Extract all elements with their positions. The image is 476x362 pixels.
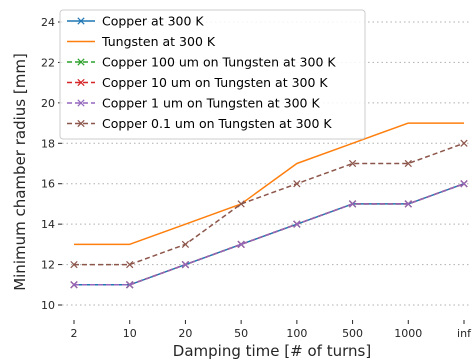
y-tick-label: 14 (41, 218, 55, 231)
legend: Copper at 300 K Tungsten at 300 K Copper 1… (59, 9, 366, 140)
legend-label: Copper 1 um on Tungsten at 300 K (102, 96, 320, 111)
y-tick-label: 20 (41, 97, 55, 110)
series-tungsten-at-300-k (74, 122, 464, 246)
legend-copper-at-300-k-point (77, 17, 85, 25)
copper-1-um-on-tungsten-at-300-k-point (237, 240, 245, 248)
axes: 10 12 14 16 18 20 22 24 2 10 20 50 100 500 1000 inf (41, 16, 472, 340)
legend-item-copper-0-1-um-on-tungsten-at-300-k: Copper 0.1 um on Tungsten at 300 K (67, 116, 332, 131)
legend-label: Tungsten at 300 K (101, 34, 216, 49)
legend-label: Copper 100 um on Tungsten at 300 K (102, 55, 336, 70)
legend-label: Copper 0.1 um on Tungsten at 300 K (102, 116, 332, 131)
copper-1-um-on-tungsten-at-300-k-point (70, 281, 78, 289)
x-tick-label: 2 (71, 327, 78, 340)
legend-label: Copper 10 um on Tungsten at 300 K (102, 75, 328, 90)
copper-0-1-um-on-tungsten-at-300-k-point (348, 159, 357, 168)
series-line-copper-0-1-um-on-tungsten-at-300-k (74, 142, 465, 266)
y-tick-label: 12 (41, 259, 55, 272)
legend-item-copper-at-300-k: Copper at 300 K (67, 14, 204, 29)
x-axis-title: Damping time [# of turns] (173, 342, 371, 360)
series-copper-1-um-on-tungsten-at-300-k (70, 180, 468, 289)
series-copper-0-1-um-on-tungsten-at-300-k (70, 139, 468, 269)
x-tick-label: 50 (234, 327, 248, 340)
legend-copper-10-um-on-tungsten-at-300-k-point (77, 78, 85, 87)
copper-1-um-on-tungsten-at-300-k-point (181, 260, 190, 269)
series-line-tungsten-at-300-k (74, 122, 464, 246)
y-axis-title: Minimum chamber radius [mm] (11, 53, 29, 291)
x-tick-label: inf (457, 327, 472, 340)
y-tick-label: 24 (41, 16, 55, 29)
copper-0-1-um-on-tungsten-at-300-k-point (70, 260, 78, 269)
series-line-copper-1-um-on-tungsten-at-300-k (74, 183, 465, 286)
copper-1-um-on-tungsten-at-300-k-point (126, 281, 134, 289)
copper-1-um-on-tungsten-at-300-k-point (293, 220, 301, 228)
x-tick-label: 20 (178, 327, 192, 340)
copper-0-1-um-on-tungsten-at-300-k-point (181, 240, 190, 248)
legend-item-copper-1-um-on-tungsten-at-300-k: Copper 1 um on Tungsten at 300 K (67, 96, 320, 111)
y-tick-label: 16 (41, 178, 55, 191)
x-tick-label: 10 (123, 327, 137, 340)
legend-copper-100-um-on-tungsten-at-300-k-point (77, 58, 85, 66)
copper-0-1-um-on-tungsten-at-300-k-point (293, 180, 301, 188)
legend-box (59, 9, 366, 140)
y-tick-label: 22 (41, 56, 55, 69)
legend-item-copper-10-um-on-tungsten-at-300-k: Copper 10 um on Tungsten at 300 K (67, 75, 328, 90)
copper-0-1-um-on-tungsten-at-300-k-point (126, 260, 134, 269)
copper-1-um-on-tungsten-at-300-k-point (460, 180, 468, 188)
legend-copper-0-1-um-on-tungsten-at-300-k-point (77, 119, 85, 128)
series (70, 122, 468, 289)
legend-label: Copper at 300 K (102, 14, 204, 29)
y-tick-label: 18 (41, 137, 55, 150)
x-tick-label: 500 (342, 327, 363, 340)
legend-item-tungsten-at-300-k: Tungsten at 300 K (67, 34, 216, 49)
legend-item-copper-100-um-on-tungsten-at-300-k: Copper 100 um on Tungsten at 300 K (67, 55, 336, 70)
copper-1-um-on-tungsten-at-300-k-point (348, 200, 357, 208)
x-tick-label: 1000 (394, 327, 422, 340)
legend-copper-1-um-on-tungsten-at-300-k-point (77, 99, 85, 107)
copper-0-1-um-on-tungsten-at-300-k-point (237, 200, 245, 208)
copper-1-um-on-tungsten-at-300-k-point (404, 200, 412, 208)
copper-0-1-um-on-tungsten-at-300-k-point (460, 139, 468, 147)
x-tick-label: 100 (286, 327, 307, 340)
copper-0-1-um-on-tungsten-at-300-k-point (404, 159, 412, 168)
y-tick-label: 10 (41, 299, 55, 312)
